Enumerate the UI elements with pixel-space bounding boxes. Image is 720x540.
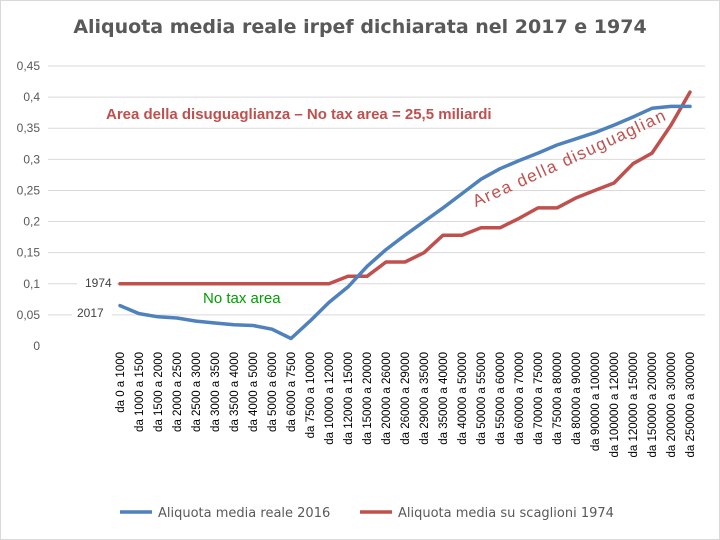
label-1974: 1974 bbox=[85, 276, 112, 290]
series-line-0 bbox=[118, 104, 692, 341]
x-tick-label: da 35000 a 40000 bbox=[438, 352, 450, 445]
x-tick-label: da 2000 a 2500 bbox=[172, 352, 184, 432]
x-tick-label: da 40000 a 50000 bbox=[457, 352, 469, 445]
label-1974-box bbox=[77, 274, 117, 291]
x-tick-label: da 4000 a 5000 bbox=[248, 352, 260, 432]
y-tick-label: 0,4 bbox=[23, 90, 40, 104]
y-axis-ticks: 0 0,05 0,1 0,15 0,2 0,25 0,3 0,35 0,4 0,45 bbox=[17, 59, 41, 353]
label-2017-box bbox=[72, 304, 112, 321]
x-tick-label: da 150000 a 200000 bbox=[647, 352, 659, 458]
x-tick-label: da 0 a 1000 bbox=[115, 352, 127, 413]
legend-label-2016: Aliquota media reale 2016 bbox=[158, 506, 330, 521]
x-tick-label: da 26000 a 29000 bbox=[400, 352, 412, 445]
x-tick-label: da 3500 a 4000 bbox=[229, 352, 241, 432]
y-tick-label: 0,25 bbox=[17, 183, 41, 197]
x-tick-label: da 1500 a 2000 bbox=[153, 352, 165, 432]
x-tick-label: da 60000 a 70000 bbox=[514, 352, 526, 445]
y-tick-label: 0 bbox=[33, 339, 40, 353]
y-tick-label: 0,3 bbox=[23, 152, 40, 166]
x-tick-label: da 75000 a 80000 bbox=[552, 352, 564, 445]
x-tick-label: da 12000 a 15000 bbox=[343, 352, 355, 445]
x-tick-label: da 90000 a 100000 bbox=[590, 352, 602, 451]
x-tick-label: da 2500 a 3000 bbox=[191, 352, 203, 432]
label-2017: 2017 bbox=[77, 306, 104, 320]
x-axis-ticks: da 0 a 1000 da 1000 a 1500 da 1500 a 2000 d… bbox=[115, 352, 697, 458]
series-line-1 bbox=[118, 90, 692, 286]
y-tick-label: 0,35 bbox=[17, 121, 41, 135]
y-tick-label: 0,05 bbox=[17, 308, 41, 322]
y-tick-label: 0,1 bbox=[23, 277, 40, 291]
x-tick-label: da 55000 a 60000 bbox=[495, 352, 507, 445]
y-tick-label: 0,15 bbox=[17, 246, 41, 260]
x-tick-label: da 250000 a 300000 bbox=[685, 352, 697, 458]
x-tick-label: da 120000 a 150000 bbox=[628, 352, 640, 458]
y-tick-label: 0,2 bbox=[23, 215, 40, 229]
gridlines bbox=[48, 65, 705, 316]
x-tick-label: da 15000 a 20000 bbox=[362, 352, 374, 445]
x-tick-label: da 29000 a 35000 bbox=[419, 352, 431, 445]
x-tick-label: da 70000 a 75000 bbox=[533, 352, 545, 445]
x-tick-label: da 50000 a 55000 bbox=[476, 352, 488, 445]
x-tick-label: da 200000 a 300000 bbox=[666, 352, 678, 458]
x-tick-label: da 80000 a 90000 bbox=[571, 352, 583, 445]
chart-title: Aliquota media reale irpef dichiarata ne… bbox=[73, 16, 647, 38]
x-tick-label: da 1000 a 1500 bbox=[134, 352, 146, 432]
x-tick-label: da 10000 a 12000 bbox=[324, 352, 336, 445]
x-tick-label: da 5000 a 6000 bbox=[267, 352, 279, 432]
x-tick-label: da 3000 a 3500 bbox=[210, 352, 222, 432]
x-tick-label: da 7500 a 10000 bbox=[305, 352, 317, 438]
y-tick-label: 0,45 bbox=[17, 59, 41, 73]
annotation-area-title: Area della disuguaglianza – No tax area … bbox=[106, 106, 492, 123]
x-tick-label: da 100000 a 120000 bbox=[609, 352, 621, 458]
series-lines bbox=[118, 90, 692, 341]
legend-label-1974: Aliquota media su scaglioni 1974 bbox=[398, 506, 614, 521]
annotation-no-tax-area: No tax area bbox=[203, 290, 281, 307]
x-tick-label: da 20000 a 26000 bbox=[381, 352, 393, 445]
x-tick-label: da 6000 a 7500 bbox=[286, 352, 298, 432]
